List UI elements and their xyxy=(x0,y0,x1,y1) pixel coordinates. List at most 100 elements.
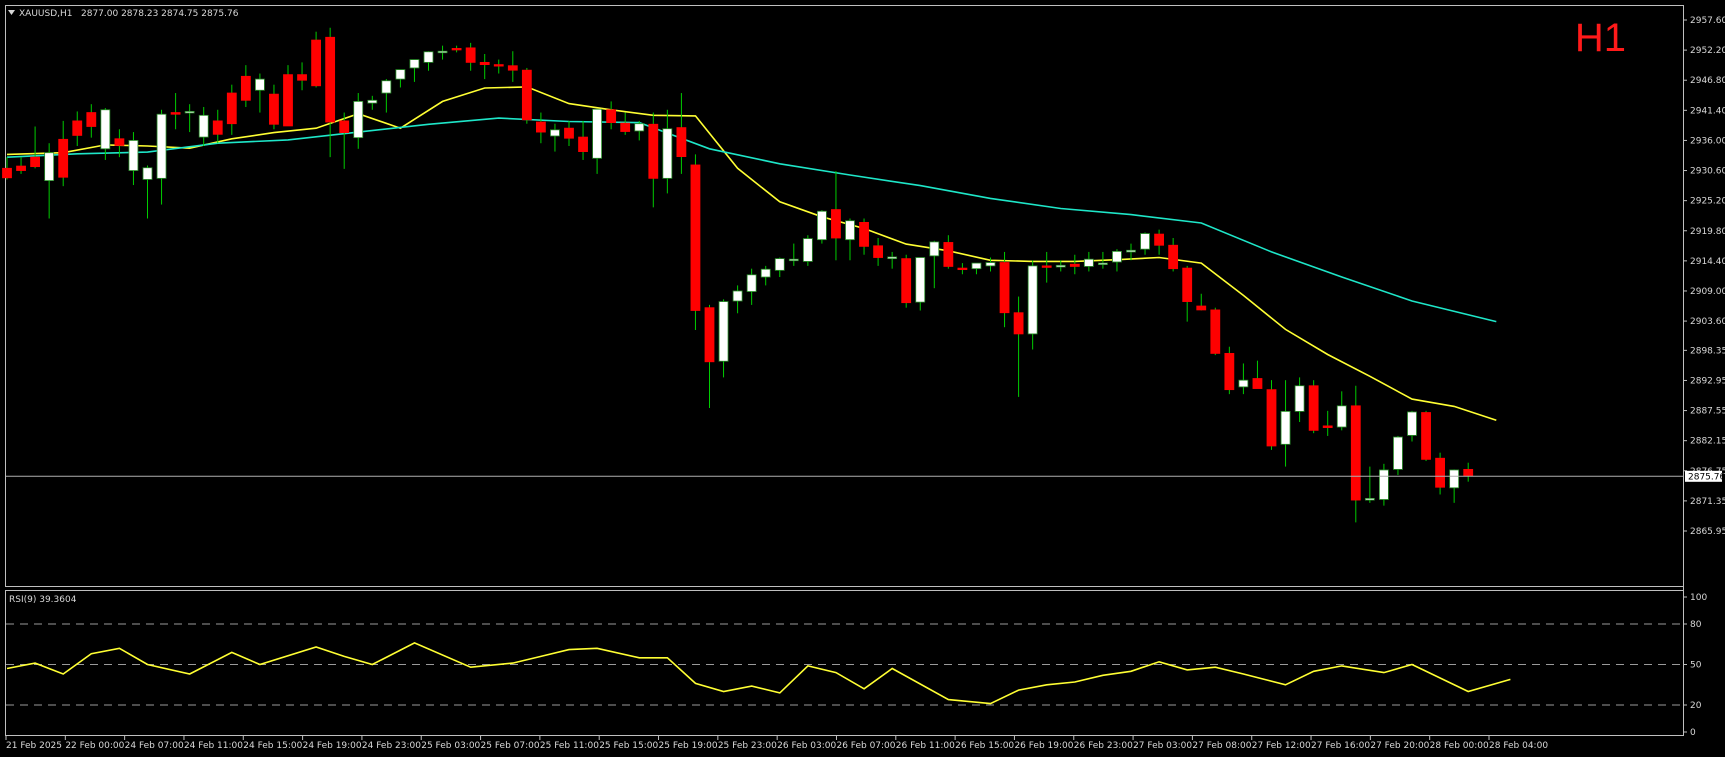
candle-body-bear xyxy=(873,245,883,258)
time-tick-label: 25 Feb 03:00 xyxy=(421,741,480,751)
candle-body-bull xyxy=(746,274,757,292)
candle xyxy=(887,251,898,269)
candle-body-bull xyxy=(550,129,560,137)
price-tick-label: 2919.80 xyxy=(1690,227,1725,237)
candle-body-bull xyxy=(1112,250,1122,263)
candle xyxy=(269,84,279,130)
price-tick-label: 2957.60 xyxy=(1690,16,1725,26)
candle-body-bear xyxy=(240,75,251,101)
candle-body-bull xyxy=(1140,233,1150,250)
candle-body-bull xyxy=(142,167,153,180)
ma-slow-line xyxy=(6,117,1497,323)
candle-body-bear xyxy=(564,127,574,139)
candle xyxy=(1280,380,1291,467)
rsi-tick-label: 50 xyxy=(1690,661,1702,671)
candle xyxy=(339,112,350,169)
candle-body-bull xyxy=(409,59,420,69)
candle xyxy=(1350,385,1361,523)
candle xyxy=(971,262,982,275)
time-tick-label: 28 Feb 04:00 xyxy=(1489,741,1548,751)
candle-body-bull xyxy=(1055,264,1066,268)
time-tick-label: 21 Feb 2025 xyxy=(6,741,62,751)
timeframe-badge: H1 xyxy=(1575,16,1626,60)
time-tick-label: 22 Feb 00:00 xyxy=(65,741,124,751)
candle xyxy=(536,112,546,144)
candle-body-bull xyxy=(802,238,813,262)
dropdown-triangle-icon[interactable] xyxy=(8,10,15,15)
price-panel-frame xyxy=(5,5,1684,587)
candle-body-bear xyxy=(465,47,476,63)
candle xyxy=(521,67,532,124)
current-price-tag: 2875.76 xyxy=(1685,470,1725,482)
svg-text:2875.76: 2875.76 xyxy=(1688,472,1725,482)
candle-body-bull xyxy=(634,123,645,132)
candle-body-bull xyxy=(915,257,926,303)
candle xyxy=(1266,380,1277,450)
candle xyxy=(718,299,729,378)
candle xyxy=(381,79,392,113)
candle xyxy=(100,108,111,160)
time-tick-label: 24 Feb 15:00 xyxy=(243,741,302,751)
candle xyxy=(746,268,757,305)
candle-body-bull xyxy=(592,108,602,159)
candle xyxy=(676,93,687,174)
candle-body-bear xyxy=(1435,457,1445,488)
candle-body-bear xyxy=(493,64,504,67)
candle-body-bear xyxy=(999,262,1010,314)
candle xyxy=(802,235,813,266)
candle xyxy=(395,69,406,88)
candle-body-bear xyxy=(606,109,617,123)
candle xyxy=(1112,249,1122,272)
candle-body-bull xyxy=(423,51,434,63)
candle xyxy=(859,218,869,255)
candle-body-bear xyxy=(30,156,41,168)
candle-body-bull xyxy=(128,140,139,171)
candle-body-bear xyxy=(479,61,490,66)
candle-body-bear xyxy=(578,136,588,152)
candle-body-bull xyxy=(929,241,940,257)
candle xyxy=(1449,469,1460,503)
candle-body-bull xyxy=(718,301,729,362)
candle-body-bear xyxy=(283,74,293,127)
candle-body-bull xyxy=(662,128,673,179)
candle xyxy=(1238,363,1249,395)
time-tick-label: 26 Feb 03:00 xyxy=(777,741,836,751)
candle xyxy=(283,65,293,127)
candle-body-bull xyxy=(367,99,378,104)
price-axis: 2957.60 2952.20 2946.80 2941.40 2936.00 2930.… xyxy=(1683,16,1725,537)
candle xyxy=(1027,260,1038,350)
candle-body-bear xyxy=(1210,309,1221,354)
candle xyxy=(592,108,602,174)
candle xyxy=(662,109,673,194)
candle xyxy=(128,132,139,186)
candle xyxy=(170,93,181,130)
candle xyxy=(184,104,195,133)
candle-body-bear xyxy=(1224,353,1235,391)
candle-body-bull xyxy=(887,256,898,260)
candle xyxy=(1182,265,1193,322)
rsi-tick-label: 100 xyxy=(1690,593,1707,603)
candle xyxy=(1069,254,1080,275)
candle xyxy=(1379,463,1389,506)
candle xyxy=(437,45,448,60)
time-tick-label: 25 Feb 15:00 xyxy=(599,741,658,751)
candle xyxy=(929,240,940,289)
candle-body-bear xyxy=(1463,468,1474,477)
candle-body-bear xyxy=(212,120,223,135)
candle-body-bear xyxy=(1322,425,1333,428)
candle xyxy=(634,120,645,141)
candle-body-bull xyxy=(198,114,209,138)
candle-body-bull xyxy=(1336,405,1347,428)
price-tick-label: 2887.55 xyxy=(1690,407,1725,417)
candle-body-bear xyxy=(170,112,181,115)
price-tick-label: 2865.95 xyxy=(1690,527,1725,537)
candle-body-bear xyxy=(1182,267,1193,302)
rsi-tick-label: 80 xyxy=(1690,620,1702,630)
time-tick-label: 24 Feb 23:00 xyxy=(362,741,421,751)
candle xyxy=(1196,293,1207,311)
time-tick-label: 25 Feb 19:00 xyxy=(659,741,718,751)
candle-body-bear xyxy=(269,93,279,125)
candle-body-bear xyxy=(1041,265,1052,268)
